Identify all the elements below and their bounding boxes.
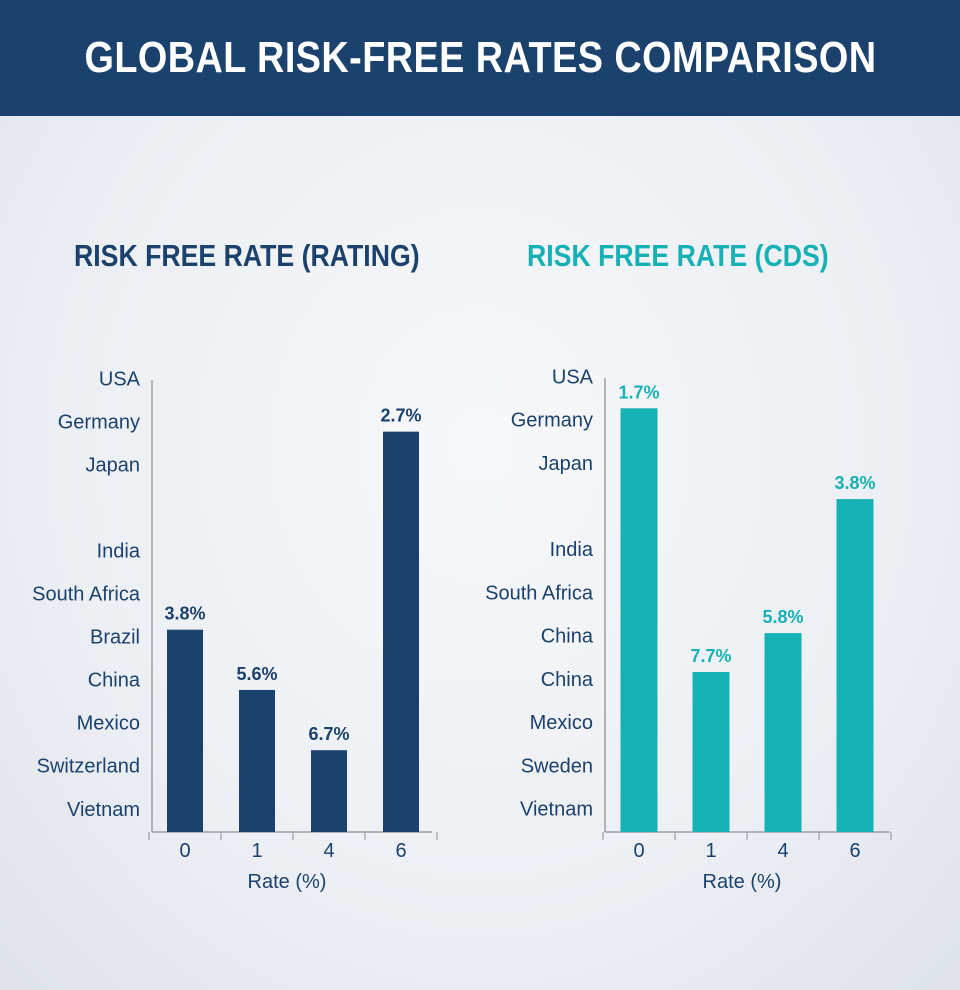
- y-tick-label: USA: [99, 368, 141, 390]
- y-tick-label: Brazil: [90, 627, 140, 649]
- bar: [239, 689, 275, 832]
- x-tick-label: 6: [849, 840, 860, 862]
- chart-title-rating: RISK FREE RATE (RATING): [74, 238, 420, 273]
- bar: [167, 629, 203, 832]
- data-label: 2.7%: [380, 406, 421, 426]
- data-label: 3.8%: [164, 604, 205, 624]
- bar: [311, 750, 347, 832]
- page-title: GLOBAL RISK-FREE RATES COMPARISON: [83, 33, 877, 82]
- chart-rating: USA Germany Japan India South Africa Brazil Ch…: [32, 368, 438, 893]
- x-tick-label: 4: [323, 840, 334, 862]
- x-tick-label: 0: [633, 840, 644, 862]
- bar: [836, 499, 874, 832]
- data-label: 1.7%: [618, 382, 659, 402]
- y-tick-label: Mexico: [530, 712, 593, 734]
- y-tick-label: Sweden: [521, 755, 593, 777]
- x-tick-label: 6: [395, 840, 406, 862]
- x-tick-label: 0: [179, 840, 190, 862]
- y-tick-label: Germany: [511, 410, 593, 432]
- x-tick-label: 1: [705, 840, 716, 862]
- data-label: 5.6%: [236, 664, 277, 684]
- y-tick-label: India: [550, 539, 594, 561]
- x-axis-label: Rate (%): [248, 871, 327, 893]
- y-tick-label: China: [541, 626, 594, 648]
- data-label: 7.7%: [690, 646, 731, 666]
- y-tick-label: Japan: [539, 453, 594, 475]
- bar: [383, 431, 419, 832]
- y-tick-label: China: [88, 670, 141, 692]
- y-tick-label: Japan: [86, 454, 141, 476]
- data-label: 5.8%: [762, 607, 803, 627]
- y-tick-label: China: [541, 669, 594, 691]
- bar: [620, 408, 658, 832]
- y-tick-label: South Africa: [485, 582, 594, 604]
- data-label: 6.7%: [308, 724, 349, 744]
- x-axis-label: Rate (%): [703, 871, 782, 893]
- y-tick-label: Vietnam: [520, 799, 593, 821]
- y-tick-label: India: [97, 540, 141, 562]
- data-label: 3.8%: [834, 473, 875, 493]
- chart-title-cds: RISK FREE RATE (CDS): [527, 238, 829, 273]
- y-tick-label: Germany: [58, 411, 140, 433]
- y-tick-label: South Africa: [32, 584, 141, 606]
- y-tick-label: Switzerland: [37, 756, 140, 778]
- bar: [692, 672, 730, 832]
- x-tick-label: 1: [251, 840, 262, 862]
- x-tick-label: 4: [777, 840, 788, 862]
- bar: [764, 633, 802, 832]
- header-banner: GLOBAL RISK-FREE RATES COMPARISON: [0, 0, 960, 116]
- y-tick-label: USA: [552, 366, 594, 388]
- y-tick-label: Vietnam: [67, 799, 140, 821]
- y-tick-label: Mexico: [77, 713, 140, 735]
